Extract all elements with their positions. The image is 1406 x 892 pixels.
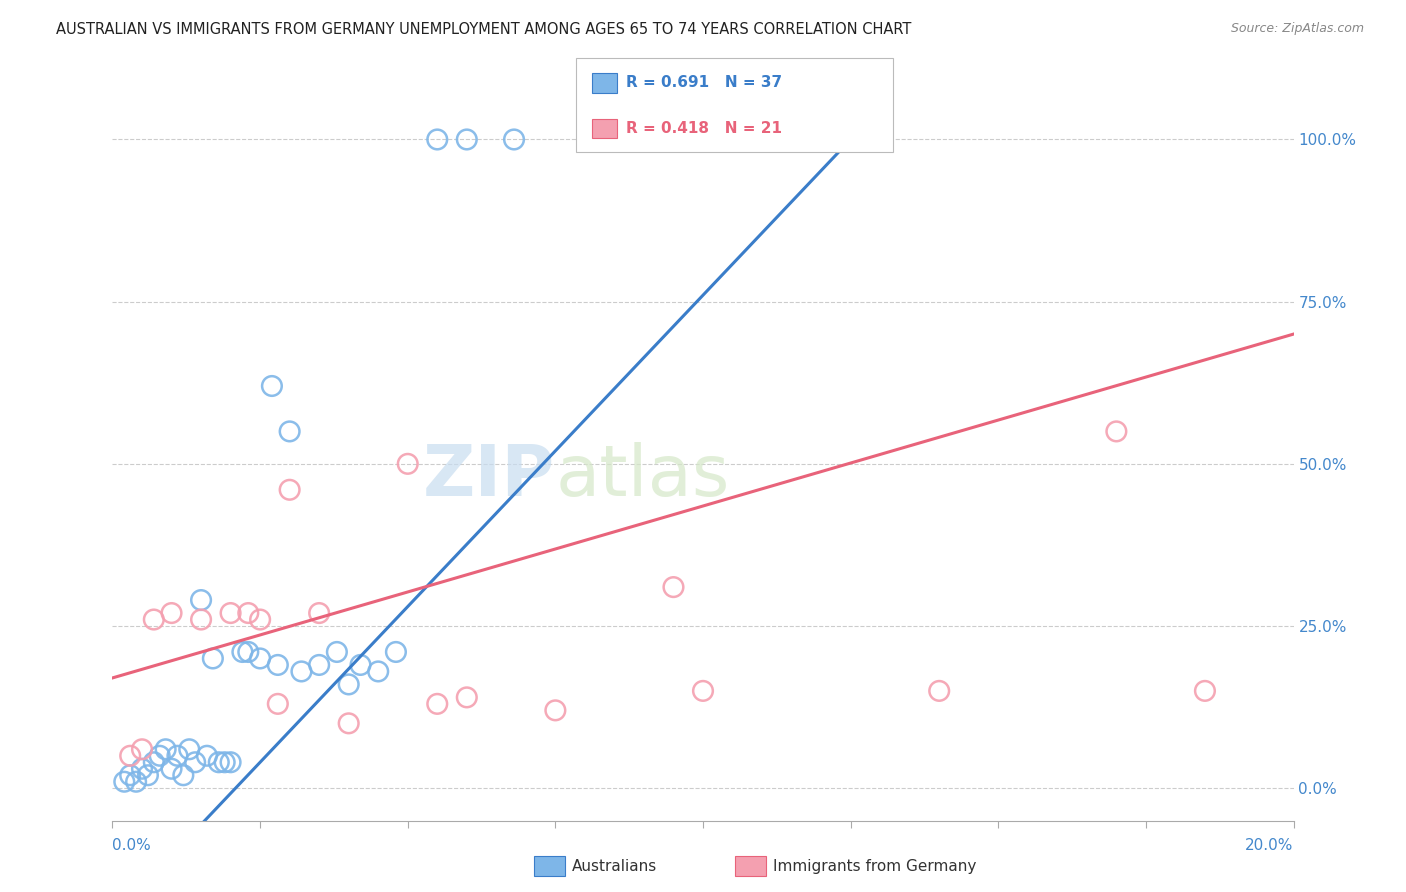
Point (249, 613, 271, 627)
Point (278, 425, 301, 439)
Point (662, 580, 685, 594)
Point (249, 651, 271, 665)
Text: AUSTRALIAN VS IMMIGRANTS FROM GERMANY UNEMPLOYMENT AMONG AGES 65 TO 74 YEARS COR: AUSTRALIAN VS IMMIGRANTS FROM GERMANY UN… (56, 22, 911, 37)
Point (131, 742, 153, 756)
Point (267, 697, 290, 711)
Point (125, 774, 148, 789)
Point (155, 742, 177, 756)
Point (349, 657, 371, 672)
Point (337, 677, 360, 691)
Point (166, 748, 188, 763)
Point (112, 774, 135, 789)
Point (396, 457, 419, 471)
Point (231, 645, 253, 659)
Text: 20.0%: 20.0% (1246, 838, 1294, 854)
Point (142, 756, 165, 770)
Text: 0.0%: 0.0% (112, 838, 152, 854)
Y-axis label: Unemployment Among Ages 65 to 74 years: Unemployment Among Ages 65 to 74 years (0, 296, 7, 632)
Point (337, 716, 360, 731)
Point (201, 651, 224, 665)
Point (839, 132, 862, 146)
Point (260, 379, 283, 393)
Point (214, 756, 236, 770)
Point (172, 768, 194, 782)
Point (208, 756, 231, 770)
Point (120, 748, 142, 763)
Text: Australians: Australians (572, 859, 658, 873)
Point (219, 756, 242, 770)
Point (367, 665, 389, 679)
Point (136, 768, 159, 782)
Point (1105, 425, 1128, 439)
Point (238, 645, 260, 659)
Point (426, 697, 449, 711)
Point (278, 483, 301, 497)
Point (692, 684, 714, 698)
Point (131, 762, 153, 776)
Point (308, 657, 330, 672)
Point (928, 684, 950, 698)
Text: Source: ZipAtlas.com: Source: ZipAtlas.com (1230, 22, 1364, 36)
Point (456, 690, 478, 705)
Point (149, 748, 172, 763)
Point (456, 132, 478, 146)
Point (385, 645, 408, 659)
Point (190, 613, 212, 627)
Point (219, 606, 242, 620)
Point (195, 748, 218, 763)
Point (238, 606, 260, 620)
Text: Immigrants from Germany: Immigrants from Germany (773, 859, 977, 873)
Point (190, 593, 212, 607)
Point (160, 606, 183, 620)
Point (160, 762, 183, 776)
Point (290, 665, 312, 679)
Point (662, 132, 685, 146)
Point (184, 756, 207, 770)
Point (426, 132, 449, 146)
Point (544, 703, 567, 717)
Text: R = 0.691   N = 37: R = 0.691 N = 37 (626, 76, 782, 90)
Text: R = 0.418   N = 21: R = 0.418 N = 21 (626, 121, 782, 136)
Text: atlas: atlas (555, 442, 730, 511)
Text: ZIP: ZIP (423, 442, 555, 511)
Point (179, 742, 201, 756)
Point (267, 657, 290, 672)
Point (503, 132, 526, 146)
Point (326, 645, 349, 659)
Point (308, 606, 330, 620)
Point (120, 768, 142, 782)
Point (142, 613, 165, 627)
Point (1194, 684, 1216, 698)
